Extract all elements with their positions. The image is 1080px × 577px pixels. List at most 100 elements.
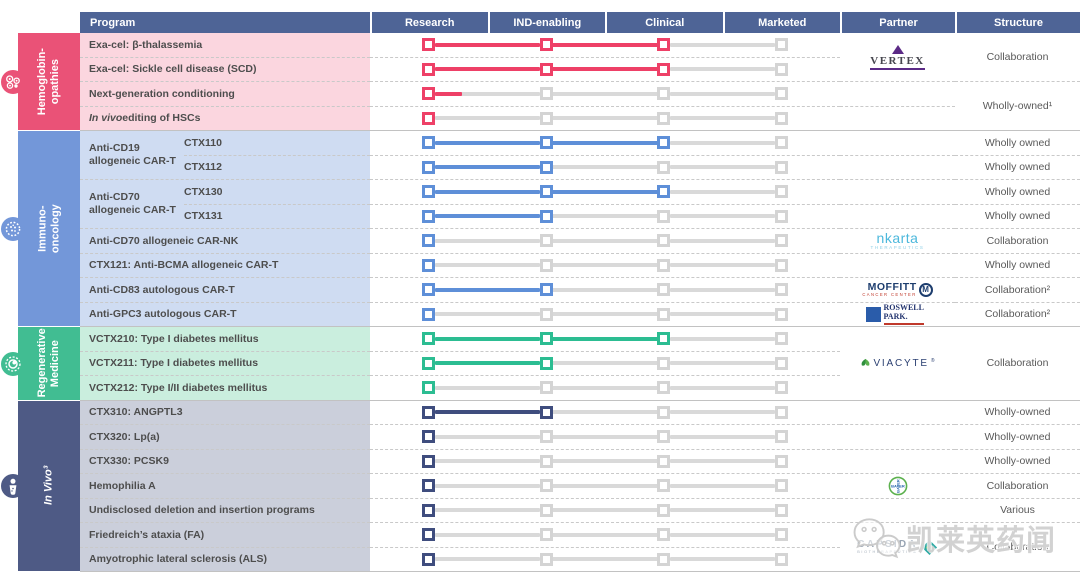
stage-marker	[657, 62, 671, 76]
program-parent-label: Anti-CD70 allogeneic CAR-T	[89, 190, 176, 216]
structure-label: Wholly-owned¹	[982, 100, 1053, 112]
structure-label: Wholly owned	[984, 136, 1051, 149]
stage-marker	[422, 381, 436, 395]
stage-line	[669, 483, 776, 488]
stage-marker	[657, 503, 671, 517]
stage-marker	[422, 62, 436, 76]
partner-cell-empty	[840, 180, 955, 205]
stage-marker	[657, 479, 671, 493]
stage-marker	[422, 111, 436, 125]
program-code-label: CTX110	[184, 131, 370, 156]
stage-line	[552, 336, 658, 341]
partner-cell: BAYER BAYER	[840, 474, 955, 499]
program-cell: Hemophilia A	[80, 474, 370, 499]
stage-line-partial	[434, 91, 462, 96]
moffitt-m-icon: M	[918, 282, 933, 297]
partner-cell: MOFFITT CANCER CENTER M	[840, 278, 955, 303]
stage-line	[434, 214, 541, 219]
program-cell: Anti-CD83 autologous CAR-T	[80, 278, 370, 303]
stage-marker	[422, 283, 436, 297]
stage-marker	[422, 307, 436, 321]
header-spacer	[0, 12, 18, 33]
program-cell: Anti-CD70 allogeneic CAR-NK	[80, 229, 370, 254]
header-partner: Partner	[840, 12, 955, 33]
stage-line	[552, 532, 658, 537]
partner-cell-empty	[840, 155, 955, 180]
stage-line	[552, 165, 658, 170]
program-cell: CTX310: ANGPTL3	[80, 400, 370, 425]
stage-marker	[774, 307, 788, 321]
stage-line	[552, 434, 658, 439]
stage-line	[669, 557, 776, 562]
partner-cell-empty	[840, 425, 955, 450]
program-cell: Friedreich’s ataxia (FA)	[80, 523, 370, 548]
stage-line	[669, 459, 776, 464]
structure-label: Collaboration	[986, 51, 1049, 63]
stage-track	[370, 425, 840, 450]
stage-line	[434, 410, 541, 415]
header-research: Research	[370, 12, 488, 33]
stage-marker	[657, 111, 671, 125]
stage-line	[552, 189, 658, 194]
stage-marker	[774, 503, 788, 517]
group-label-text: Hemoglobin- opathies	[36, 47, 61, 116]
stage-marker	[774, 528, 788, 542]
header-program: Program	[80, 12, 370, 33]
stage-line	[669, 312, 776, 317]
stage-marker	[657, 185, 671, 199]
stage-line	[434, 508, 541, 513]
virus-cell-icon	[1, 217, 25, 241]
group-icon-immuno-oncology	[0, 131, 25, 327]
table-header: Program Research IND-enabling Clinical M…	[0, 12, 1080, 33]
stage-line	[552, 91, 658, 96]
group-label-text: Immuno-oncology	[36, 204, 61, 253]
structure-label: Wholly owned	[984, 210, 1051, 223]
stage-line	[434, 434, 541, 439]
stage-marker	[774, 405, 788, 419]
header-structure: Structure	[955, 12, 1080, 33]
stage-track	[370, 302, 840, 327]
group-label-text: Regenerative Medicine	[36, 327, 61, 397]
stage-line	[552, 67, 658, 72]
stage-line	[434, 116, 541, 121]
stage-marker	[539, 258, 553, 272]
stage-track	[370, 82, 840, 107]
structure-cell: Wholly-owned¹	[955, 82, 1080, 131]
partner-cell: nkarta THERAPEUTICS	[840, 229, 955, 254]
structure-cell: Various	[955, 498, 1080, 523]
stage-marker	[774, 479, 788, 493]
stage-line	[669, 116, 776, 121]
roswell-park-logo: ROSWELL PARK.	[865, 303, 930, 325]
group-icon-hemoglobinopathies	[0, 33, 25, 131]
program-cell: Exa-cel: β-thalassemia	[80, 33, 370, 58]
stage-track	[370, 449, 840, 474]
capsida-logo: CAPSIDA BIOTHERAPEUTICS	[857, 539, 937, 556]
stage-marker	[422, 136, 436, 150]
structure-label: Wholly-owned	[984, 406, 1051, 419]
stage-marker	[539, 479, 553, 493]
stage-marker	[774, 136, 788, 150]
partner-cell-empty	[840, 82, 955, 107]
stage-marker	[422, 552, 436, 566]
stage-track	[370, 376, 840, 401]
program-cell: In vivo editing of HSCs	[80, 106, 370, 131]
blood-cells-icon	[1, 70, 25, 94]
program-code-label: CTX131	[184, 210, 223, 223]
stage-track	[370, 327, 840, 352]
stage-line	[434, 263, 541, 268]
program-parent-label: Anti-CD19 allogeneic CAR-T	[89, 141, 176, 167]
partner-cell: VIACYTE ®	[840, 327, 955, 401]
program-cell: CTX121: Anti-BCMA allogeneic CAR-T	[80, 253, 370, 278]
program-cell: Anti-CD19 allogeneic CAR-T CTX110 CTX112	[80, 131, 370, 180]
stage-line	[669, 238, 776, 243]
stage-marker	[539, 381, 553, 395]
program-code-label: CTX130	[184, 180, 370, 205]
structure-label: Wholly owned	[984, 185, 1051, 198]
stage-marker	[422, 209, 436, 223]
stage-marker	[774, 234, 788, 248]
stage-track	[370, 33, 840, 58]
stage-marker	[657, 405, 671, 419]
program-cell: VCTX210: Type I diabetes mellitus	[80, 327, 370, 352]
stage-marker	[657, 87, 671, 101]
program-cell: Amyotrophic lateral sclerosis (ALS)	[80, 547, 370, 572]
